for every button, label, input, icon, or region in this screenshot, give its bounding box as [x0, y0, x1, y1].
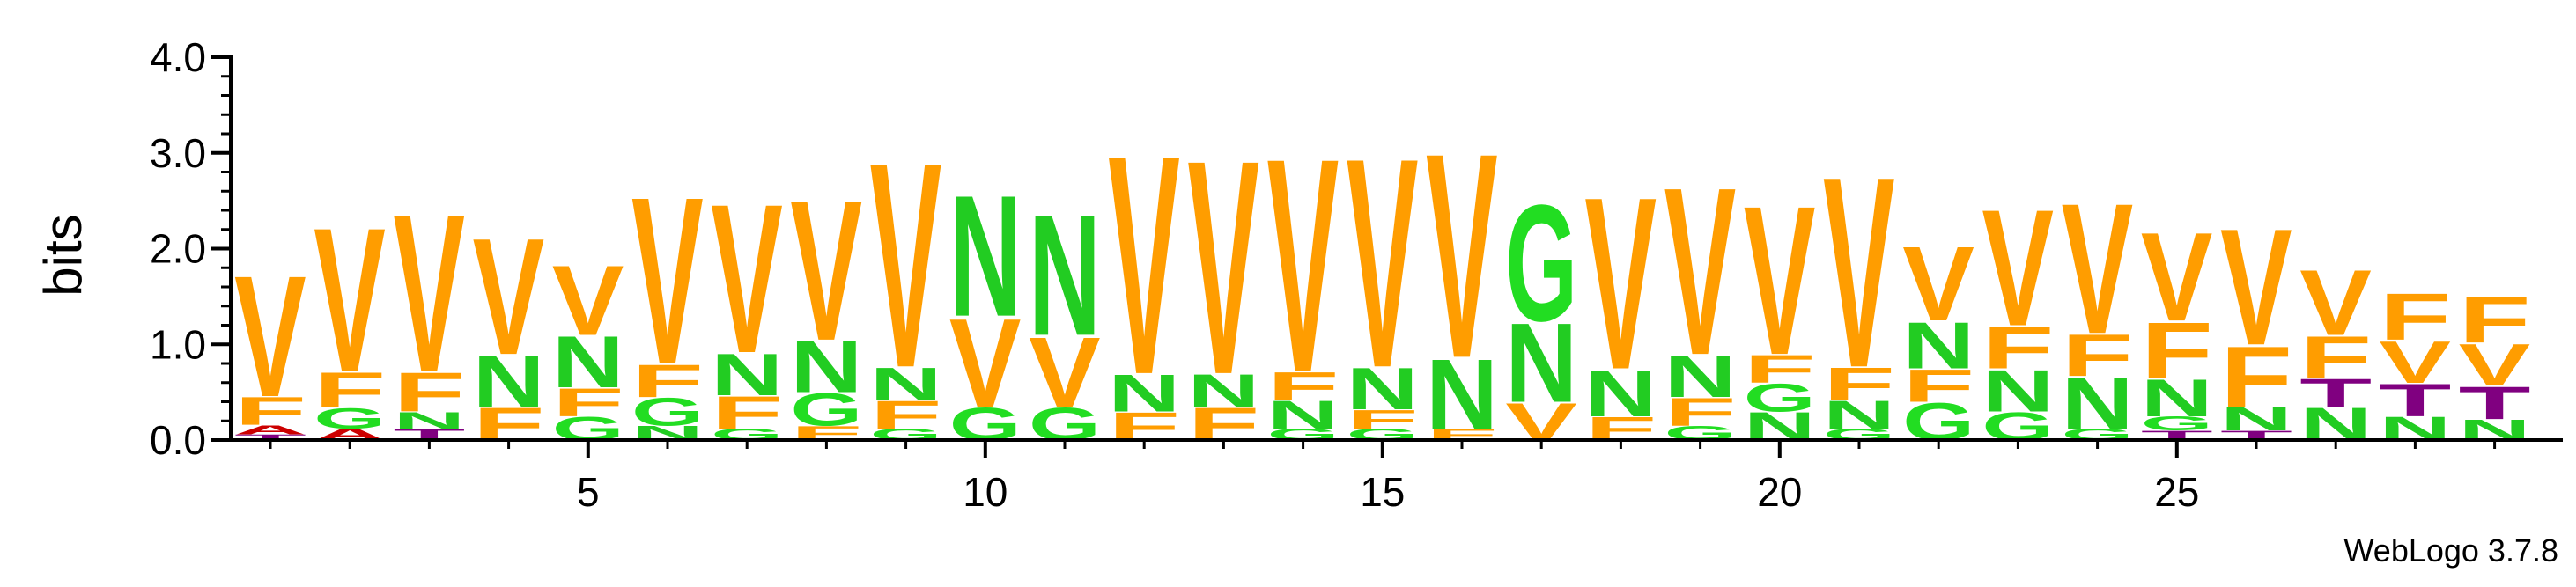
logo-glyph-f: F: [2299, 324, 2372, 391]
y-axis-title: bits: [33, 214, 92, 296]
x-tick-label: 5: [577, 469, 600, 515]
logo-glyph-t: T: [2459, 377, 2531, 429]
logo-glyph-v: V: [473, 203, 545, 389]
logo-glyph-n: N: [1187, 364, 1259, 416]
logo-glyph-f: F: [631, 355, 704, 407]
y-tick-label: 2.0: [150, 226, 206, 272]
x-axis: 5 10 15 20 25: [231, 438, 2563, 515]
logo-glyph-v: V: [1347, 97, 1419, 430]
logo-glyph-v: V: [1902, 224, 1974, 343]
logo-glyph-v: V: [1584, 146, 1657, 421]
logo-glyph-v: V: [1982, 175, 2054, 361]
logo-glyph-v: V: [790, 159, 862, 383]
logo-glyph-v: V: [1664, 137, 1737, 405]
logo-glyph-f: F: [711, 386, 783, 438]
logo-glyph-f: F: [1902, 360, 1974, 412]
logo-glyph-v: V: [1187, 97, 1259, 438]
logo-glyph-t: T: [2299, 371, 2372, 415]
logo-glyph-v: V: [314, 185, 386, 415]
logo-glyph-n: N: [1267, 393, 1340, 437]
logo-glyph-f: F: [1347, 405, 1419, 435]
logo-glyph-f: F: [2141, 306, 2213, 395]
logo-glyph-v: V: [711, 160, 783, 398]
logo-glyph-f: F: [2459, 282, 2531, 357]
logo-glyph-n: N: [1664, 342, 1737, 409]
logo-glyph-v: V: [2459, 331, 2531, 398]
logo-glyph-f: F: [870, 393, 942, 437]
logo-glyph-g: G: [314, 402, 386, 435]
logo-glyph-f: F: [1664, 390, 1737, 435]
logo-glyph-v: V: [1744, 162, 1816, 400]
logo-glyph-f: F: [1982, 314, 2054, 381]
logo-glyph-v: V: [2062, 165, 2134, 372]
logo-glyph-v: V: [1823, 120, 1895, 424]
logo-glyph-v: V: [631, 147, 704, 415]
x-tick-label: 20: [1757, 469, 1802, 515]
logo-glyph-v: V: [234, 239, 306, 433]
logo-glyph-f: F: [552, 380, 624, 425]
logo-glyph-f: F: [2062, 322, 2134, 389]
logo-glyph-f: F: [1267, 364, 1340, 409]
logo-glyph-v: V: [552, 245, 624, 356]
logo-glyph-n: N: [1108, 364, 1180, 423]
logo-glyph-n: N: [1347, 355, 1419, 422]
logo-glyph-v: V: [870, 102, 942, 429]
y-tick-label: 0.0: [150, 417, 206, 463]
x-tick-label: 10: [963, 469, 1008, 515]
logo-glyph-f: F: [314, 362, 386, 418]
logo-glyph-v: V: [1029, 316, 1101, 428]
logo-glyph-n: N: [2141, 369, 2213, 428]
logo-glyph-g: G: [790, 384, 862, 436]
logo-glyph-f: F: [1744, 347, 1816, 392]
logo-glyph-g: G: [631, 390, 704, 434]
logo-glyph-t: T: [234, 433, 306, 442]
y-tick-label: 3.0: [150, 130, 206, 176]
logo-glyph-g: G: [1505, 172, 1577, 356]
logo-glyph-n: N: [1823, 393, 1895, 437]
logo-glyph-a: A: [234, 422, 306, 437]
logo-glyph-f: F: [2379, 280, 2451, 355]
logo-glyph-v: V: [1108, 92, 1180, 440]
logo-glyph-f: F: [393, 362, 465, 424]
logo-glyph-n: N: [949, 159, 1022, 352]
logo-glyph-v: V: [2379, 328, 2451, 395]
logo-glyph-g: G: [1744, 376, 1816, 420]
logo-glyph-n: N: [2220, 400, 2292, 437]
logo-glyph-f: F: [234, 389, 306, 434]
logo-glyph-n: N: [1426, 339, 1498, 451]
logo-glyph-n: N: [711, 341, 783, 407]
logo-glyph-n: N: [2062, 363, 2134, 445]
y-tick-label: 4.0: [150, 34, 206, 80]
x-tick-label: 15: [1360, 469, 1405, 515]
logo-glyph-t: T: [2379, 374, 2451, 426]
logo-glyph-v: V: [2220, 194, 2292, 379]
logo-glyph-v: V: [949, 293, 1022, 434]
logo-glyph-g: G: [2141, 413, 2213, 435]
logo-glyph-f: F: [1823, 358, 1895, 410]
logo-glyph-n: N: [1505, 299, 1577, 426]
logo-glyph-n: N: [1902, 309, 1974, 383]
logo-glyph-n: N: [552, 322, 624, 404]
logo-glyph-v: V: [393, 166, 465, 419]
y-axis: 0.0 1.0 2.0 3.0 4.0: [150, 34, 233, 463]
weblogo-credit: WebLogo 3.7.8: [2343, 532, 2558, 569]
logo-glyph-f: F: [2220, 328, 2292, 424]
logo-glyph-n: N: [1029, 179, 1101, 371]
logo-glyph-n: N: [790, 327, 862, 408]
logo-glyph-n: N: [473, 341, 545, 423]
x-tick-label: 25: [2154, 469, 2199, 515]
y-tick-label: 1.0: [150, 321, 206, 367]
logo-glyph-v: V: [2141, 207, 2213, 348]
logo-glyph-n: N: [1584, 356, 1657, 430]
logo-glyph-n: N: [1982, 357, 2054, 424]
logo-glyph-n: N: [870, 358, 942, 410]
logo-glyph-n: N: [393, 407, 465, 434]
logo-glyph-v: V: [1426, 92, 1498, 420]
logo-glyph-v: V: [1267, 95, 1340, 437]
logo-glyph-v: V: [2299, 251, 2372, 355]
